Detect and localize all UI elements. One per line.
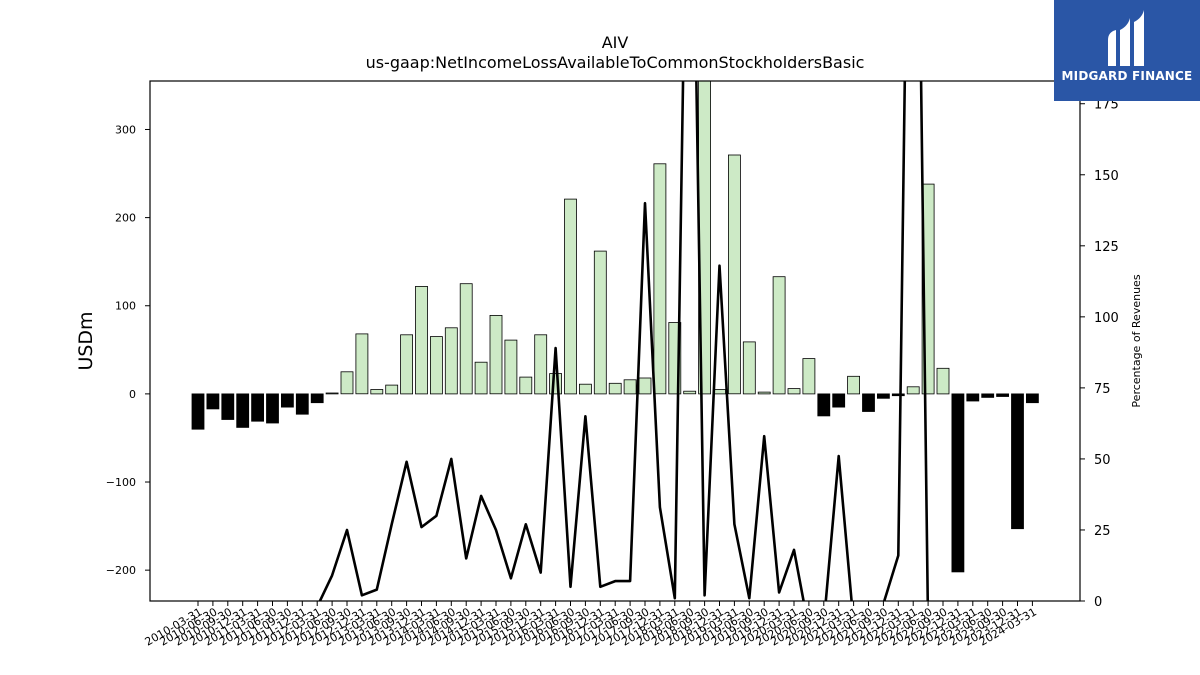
bar-2019-06-30 xyxy=(742,341,756,395)
revenue-percentage-line-0 xyxy=(318,81,930,601)
bar-2012-09-30 xyxy=(340,371,354,395)
bar-2013-06-30 xyxy=(385,384,399,395)
bar-2021-03-31 xyxy=(847,375,860,395)
brand-name: MIDGARD FINANCE xyxy=(1061,69,1193,83)
bar-2010-12-31 xyxy=(236,393,250,428)
y2-axis-label: Percentage of Revenues xyxy=(1130,274,1143,407)
bar-2015-09-30 xyxy=(519,376,533,395)
bar-2016-12-31 xyxy=(593,250,607,395)
bar-2020-06-30 xyxy=(802,358,816,395)
bar-2019-12-31 xyxy=(772,276,786,395)
bar-2021-09-30 xyxy=(877,393,890,399)
bar-2013-09-30 xyxy=(400,334,414,395)
bar-2015-12-31 xyxy=(534,334,548,395)
bar-2012-12-31 xyxy=(355,333,369,395)
y2-tick-label: 150 xyxy=(1094,169,1119,184)
chart-title: AIV xyxy=(602,33,629,52)
bar-2012-03-31 xyxy=(310,393,324,404)
bar-2015-06-30 xyxy=(504,339,518,395)
brand-logo: MIDGARD FINANCE xyxy=(1054,0,1200,101)
bar-2018-06-30 xyxy=(683,390,697,395)
bar-2016-06-30 xyxy=(564,198,577,395)
bar-2021-06-30 xyxy=(862,393,875,412)
bar-2014-03-31 xyxy=(429,336,443,395)
bar-2011-12-31 xyxy=(295,393,309,415)
bar-2019-03-31 xyxy=(728,154,741,395)
bar-2012-06-30 xyxy=(325,392,339,395)
line-group xyxy=(318,81,930,601)
bar-2016-09-30 xyxy=(579,383,592,395)
bar-2017-09-30 xyxy=(638,377,652,395)
bar-2013-12-31 xyxy=(415,285,428,395)
bar-2019-09-30 xyxy=(757,391,771,395)
bar-2014-06-30 xyxy=(444,327,458,395)
bar-2014-09-30 xyxy=(459,283,473,395)
bar-2011-03-31 xyxy=(251,393,265,422)
bar-2010-09-30 xyxy=(221,393,235,420)
y-tick-label: 300 xyxy=(115,123,136,136)
bar-2017-12-31 xyxy=(653,163,667,395)
chart-subtitle: us-gaap:NetIncomeLossAvailableToCommonSt… xyxy=(366,53,865,72)
bar-2018-12-31 xyxy=(713,389,726,395)
bar-2020-12-31 xyxy=(832,393,846,408)
bar-2011-06-30 xyxy=(266,393,279,424)
y2-tick-label: 25 xyxy=(1094,524,1111,539)
bar-2020-03-31 xyxy=(787,388,801,395)
bar-2023-09-30 xyxy=(996,393,1009,397)
y2-tick-label: 100 xyxy=(1094,311,1119,326)
bar-2016-03-31 xyxy=(549,373,562,395)
bars-group xyxy=(191,81,1039,573)
y-tick-label: −200 xyxy=(106,564,136,577)
bar-2022-12-31 xyxy=(951,393,965,573)
y-tick-label: 200 xyxy=(115,212,136,225)
bar-2015-03-31 xyxy=(489,314,503,395)
y-tick-label: 0 xyxy=(129,388,136,401)
bar-2011-09-30 xyxy=(280,393,294,408)
y-tick-label: 100 xyxy=(115,300,136,313)
bar-2017-06-30 xyxy=(623,379,637,395)
y2-tick-label: 175 xyxy=(1094,98,1119,113)
y-axis-left: −200 −100 0 100 200 300 xyxy=(106,123,150,577)
y2-tick-label: 0 xyxy=(1094,595,1102,610)
y-axis-right: 0 25 50 75 100 125 150 175 xyxy=(1080,98,1119,610)
bar-2010-03-31 xyxy=(191,393,205,430)
y2-tick-label: 75 xyxy=(1094,382,1111,397)
bar-2017-03-31 xyxy=(608,382,622,395)
bar-2024-03-31 xyxy=(1026,393,1039,404)
bar-2013-03-31 xyxy=(370,389,384,395)
bar-2022-03-31 xyxy=(906,386,920,395)
bar-2023-03-31 xyxy=(966,393,980,402)
bar-2014-12-31 xyxy=(474,361,488,395)
bar-2023-06-30 xyxy=(981,393,995,398)
y2-tick-label: 125 xyxy=(1094,240,1119,255)
midgard-logo-icon xyxy=(1108,10,1144,66)
bar-2010-06-30 xyxy=(206,393,220,410)
plot-frame xyxy=(149,80,1081,602)
bar-2021-12-31 xyxy=(891,393,905,397)
bar-2022-09-30 xyxy=(936,367,950,395)
y2-tick-label: 50 xyxy=(1094,453,1111,468)
y-tick-label: −100 xyxy=(106,476,136,489)
x-axis: 2010-03-312010-06-302010-09-302010-12-31… xyxy=(143,601,1039,649)
bar-2020-09-30 xyxy=(817,393,831,417)
y-axis-label: USDm xyxy=(75,311,97,370)
bar-2023-12-31 xyxy=(1011,393,1024,530)
